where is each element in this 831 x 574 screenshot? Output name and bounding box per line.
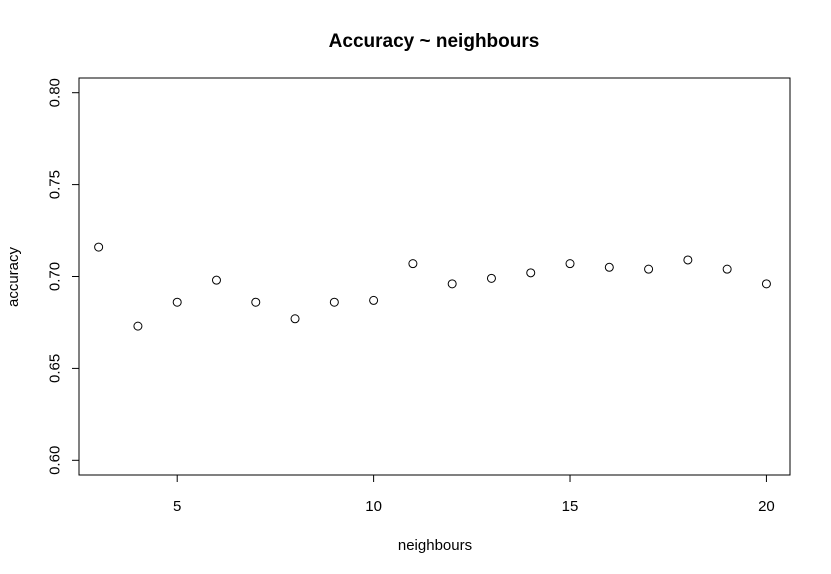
data-point <box>290 314 300 324</box>
data-point <box>329 297 339 307</box>
chart-title: Accuracy ~ neighbours <box>329 31 540 52</box>
y-tick-label: 0.75 <box>47 170 64 199</box>
data-point <box>447 279 457 289</box>
y-tick-label: 0.60 <box>47 446 64 475</box>
x-tick-label: 5 <box>173 498 181 515</box>
data-points <box>94 242 771 331</box>
data-point <box>604 262 614 272</box>
data-point <box>251 297 261 307</box>
y-tick-label: 0.65 <box>47 354 64 383</box>
data-point <box>408 259 418 269</box>
x-tick-label: 15 <box>562 498 579 515</box>
y-axis: 0.60 0.65 0.70 0.75 0.80 <box>47 78 80 475</box>
y-tick-label: 0.70 <box>47 262 64 291</box>
data-point <box>133 321 143 331</box>
y-tick-label: 0.80 <box>47 78 64 107</box>
y-axis-label: accuracy <box>5 246 22 307</box>
data-point <box>94 242 104 252</box>
x-tick-label: 10 <box>365 498 382 515</box>
x-tick-label: 20 <box>758 498 775 515</box>
data-point <box>369 295 379 305</box>
x-axis-label: neighbours <box>398 537 472 554</box>
data-point <box>526 268 536 278</box>
data-point <box>486 273 496 283</box>
data-point <box>565 259 575 269</box>
x-axis: 5 10 15 20 <box>173 474 775 515</box>
data-point <box>761 279 771 289</box>
data-point <box>172 297 182 307</box>
data-point <box>644 264 654 274</box>
data-point <box>722 264 732 274</box>
data-point <box>683 255 693 265</box>
data-point <box>211 275 221 285</box>
plot-frame <box>78 77 791 476</box>
